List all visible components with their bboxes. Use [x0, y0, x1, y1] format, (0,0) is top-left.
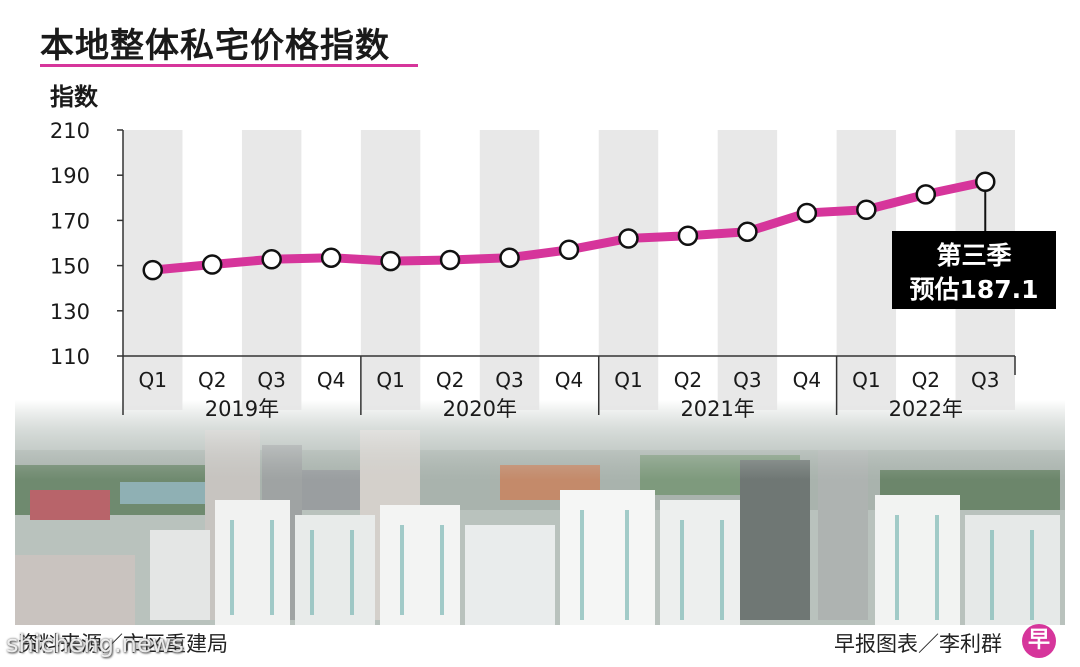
y-tick-label: 150 — [50, 255, 90, 279]
x-tick-label: Q3 — [257, 368, 285, 392]
x-tick-label: Q3 — [495, 368, 523, 392]
y-axis-label: 指数 — [50, 83, 99, 111]
x-tick-label: Q2 — [912, 368, 940, 392]
y-tick-label: 110 — [50, 345, 90, 369]
quarter-band — [836, 130, 897, 410]
data-point — [439, 249, 461, 271]
x-tick-label: Q1 — [852, 368, 880, 392]
x-tick-label: Q4 — [317, 368, 345, 392]
year-label: 2021年 — [680, 397, 754, 421]
x-tick-label: Q2 — [198, 368, 226, 392]
y-tick-label: 210 — [50, 119, 90, 143]
data-point — [796, 202, 818, 224]
data-point — [320, 247, 342, 268]
data-point — [499, 247, 520, 268]
x-tick-label: Q2 — [436, 368, 464, 392]
quarter-band — [241, 130, 302, 410]
data-point — [677, 225, 699, 247]
chart-credit: 早报图表／李利群 — [834, 632, 1002, 656]
data-points — [142, 171, 996, 281]
quarter-band — [717, 130, 778, 410]
year-label: 2022年 — [889, 397, 963, 421]
y-tick-label: 190 — [50, 164, 90, 188]
x-tick-label: Q2 — [674, 368, 702, 392]
x-tick-label: Q4 — [793, 368, 821, 392]
data-point — [975, 171, 996, 193]
watermark-text: shicheng.news — [6, 630, 184, 658]
data-point — [618, 228, 639, 249]
quarter-band — [598, 130, 659, 410]
year-label: 2019年 — [205, 397, 279, 421]
zaobao-logo: 早 — [1022, 624, 1056, 658]
data-point — [737, 221, 758, 242]
chart-title: 本地整体私宅价格指数 — [40, 26, 390, 66]
y-axis: 指数 110 130 150 170 190 210 — [50, 83, 124, 415]
y-tick-label: 170 — [50, 209, 90, 233]
data-point — [856, 199, 877, 221]
data-point — [142, 259, 163, 281]
x-tick-label: Q1 — [614, 368, 642, 392]
x-tick-label: Q1 — [376, 368, 404, 392]
data-point — [915, 184, 937, 205]
callout-line-1: 第三季 — [936, 241, 1011, 270]
x-tick-label: Q3 — [733, 368, 761, 392]
callout-box — [892, 231, 1056, 309]
x-tick-label: Q1 — [138, 368, 166, 392]
source-note: 资料来源／市区重建局 — [18, 632, 228, 656]
x-axis: Q1 Q2 Q3 Q4 Q1 Q2 Q3 Q4 Q1 Q2 Q3 Q4 Q1 Q2 Q3 2019年 2020年… — [123, 355, 1016, 421]
quarter-band — [479, 130, 540, 410]
title-underline — [40, 64, 418, 67]
data-point — [558, 239, 580, 261]
data-point — [380, 250, 401, 272]
x-tick-label: Q3 — [971, 368, 999, 392]
y-tick-label: 130 — [50, 300, 90, 324]
data-point — [201, 254, 223, 275]
year-label: 2020年 — [443, 397, 517, 421]
x-tick-label: Q4 — [555, 368, 583, 392]
data-point — [261, 249, 282, 270]
callout-line-2: 预估187.1 — [909, 275, 1038, 304]
